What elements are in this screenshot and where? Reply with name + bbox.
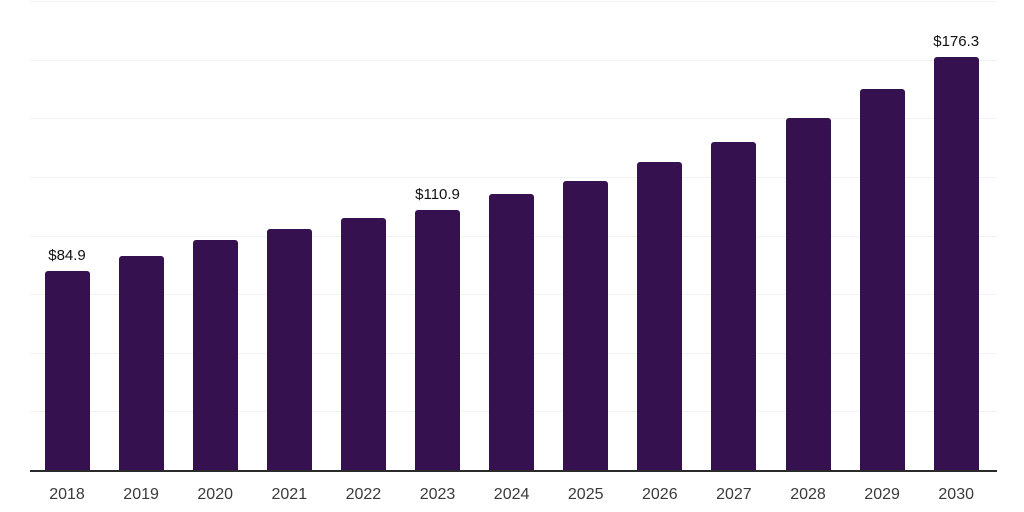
bar-2024 — [489, 194, 535, 470]
bar-2027 — [711, 142, 757, 470]
x-tick-label-2025: 2025 — [567, 486, 604, 503]
bar-2029 — [859, 89, 905, 470]
x-tick-label-2018: 2018 — [49, 486, 85, 503]
bar-value-label-2030: $176.3 — [933, 33, 980, 50]
x-axis-line — [30, 470, 997, 472]
x-tick-label-2024: 2024 — [493, 486, 530, 503]
bar-2028 — [785, 118, 831, 470]
x-tick-label-2030: 2030 — [938, 486, 974, 503]
x-tick-label-2022: 2022 — [345, 486, 382, 503]
bar-2026 — [637, 162, 683, 470]
bar-2021 — [266, 229, 312, 470]
bar-2025 — [563, 181, 609, 470]
x-tick-label-2026: 2026 — [642, 486, 678, 503]
x-tick-label-2028: 2028 — [790, 486, 826, 503]
x-tick-label-2021: 2021 — [271, 486, 308, 503]
gridline — [30, 59, 997, 61]
gridline — [30, 118, 997, 120]
x-tick-label-2019: 2019 — [123, 486, 159, 503]
bar-2019 — [118, 256, 164, 470]
x-tick-label-2029: 2029 — [864, 486, 900, 503]
bar-2020 — [192, 240, 238, 470]
gridline — [30, 176, 997, 178]
bar-2022 — [340, 218, 386, 470]
x-tick-label-2027: 2027 — [716, 486, 752, 503]
gridline — [30, 0, 997, 2]
bar-2030 — [933, 57, 979, 470]
bar-value-label-2018: $84.9 — [48, 247, 86, 264]
bar-2023 — [415, 210, 460, 470]
x-tick-label-2023: 2023 — [419, 486, 456, 503]
bar-value-label-2023: $110.9 — [415, 186, 460, 203]
bar-2018 — [44, 271, 90, 470]
x-tick-label-2020: 2020 — [197, 486, 233, 503]
